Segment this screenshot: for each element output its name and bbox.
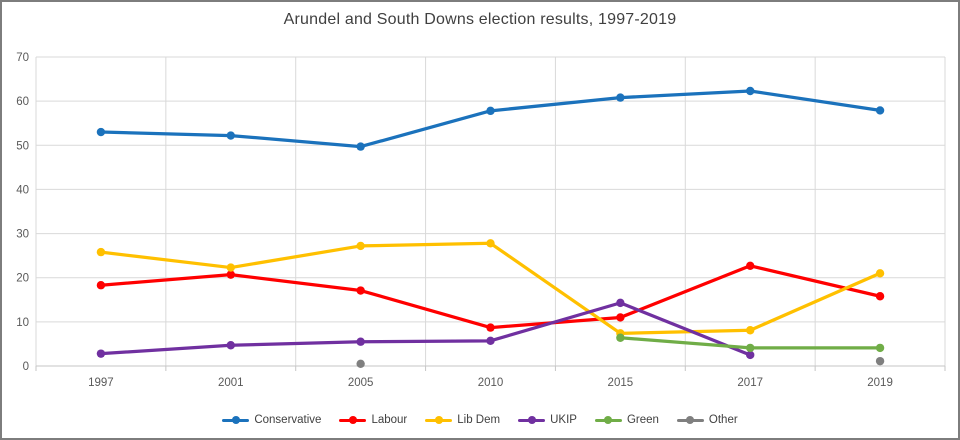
data-point-labour-2017 [746,261,755,270]
data-point-labour-2001 [226,270,235,279]
series-line-conservative [99,89,882,149]
data-point-conservative-2005 [356,142,365,151]
chart-legend: Conservative Labour Lib Dem UKIP Green Other [0,412,960,428]
chart-title: Arundel and South Downs election results… [283,11,677,28]
y-tick-label: 10 [16,317,29,329]
legend-dot-icon [348,416,357,424]
data-point-green-2019 [875,343,885,353]
data-point-ukip-2017 [746,350,755,360]
legend-dot-icon [231,416,240,424]
data-point-green-2015 [616,333,625,342]
data-point-green-2017 [746,343,755,353]
data-point-conservative-1997 [96,127,106,137]
data-point-labour-2019 [875,292,885,301]
y-tick-label: 60 [16,96,29,108]
x-tick-label: 2015 [608,377,634,389]
y-tick-label: 50 [16,140,29,152]
legend-item-lib-dem: Lib Dem [425,412,500,428]
y-tick-label: 20 [16,273,29,285]
legend-marker-icon [676,416,704,424]
data-point-lib-dem-2001 [226,263,235,272]
data-point-conservative-2001 [226,131,235,140]
x-tick-label: 2017 [737,377,763,389]
legend-label: Other [708,414,738,426]
data-point-ukip-2001 [226,341,235,350]
data-point-lib-dem-2005 [356,241,365,251]
x-tick-label: 1997 [88,377,114,389]
data-point-lib-dem-2017 [746,326,755,335]
legend-label: Lib Dem [457,414,501,426]
x-tick-label: 2010 [478,377,504,389]
legend-dot-icon [604,416,613,424]
legend-item-other: Other [676,412,738,428]
data-point-conservative-2019 [875,106,885,115]
data-point-other-2019 [875,356,885,366]
series-line-lib-dem [99,241,882,335]
data-point-conservative-2010 [486,106,495,116]
data-point-ukip-2015 [616,298,625,308]
data-point-conservative-2015 [616,93,625,102]
legend-marker-icon [518,416,546,424]
legend-dot-icon [686,416,695,424]
legend-label: UKIP [550,414,577,426]
data-point-ukip-2010 [486,336,495,346]
series-line-ukip [99,301,752,357]
legend-marker-icon [222,416,250,424]
legend-dot-icon [527,416,536,424]
legend-item-ukip: UKIP [518,412,577,428]
data-point-lib-dem-2019 [875,269,885,278]
y-tick-label: 70 [16,52,29,64]
data-point-lib-dem-2010 [486,239,495,248]
y-tick-label: 30 [16,229,29,241]
legend-marker-icon [339,416,367,424]
legend-label: Green [626,414,659,426]
data-point-labour-2015 [616,313,625,322]
data-point-lib-dem-1997 [96,247,106,257]
x-tick-label: 2005 [348,377,374,389]
data-point-ukip-1997 [96,349,106,358]
x-tick-label: 2019 [867,377,893,389]
data-point-labour-2010 [486,323,495,332]
y-tick-label: 0 [23,361,29,373]
data-point-conservative-2017 [746,86,755,96]
legend-item-green: Green [594,412,659,428]
legend-label: Labour [371,414,408,426]
legend-marker-icon [425,416,453,424]
legend-item-labour: Labour [339,412,407,428]
legend-dot-icon [434,416,443,424]
legend-item-conservative: Conservative [222,412,321,428]
legend-label: Conservative [254,414,322,426]
x-tick-label: 2001 [218,377,244,389]
series-line-labour [99,264,882,330]
data-point-other-2005 [356,359,365,368]
y-tick-label: 40 [16,184,29,196]
data-point-labour-2005 [356,286,365,295]
data-point-labour-1997 [96,281,106,290]
legend-marker-icon [594,416,622,424]
data-point-ukip-2005 [356,337,365,346]
